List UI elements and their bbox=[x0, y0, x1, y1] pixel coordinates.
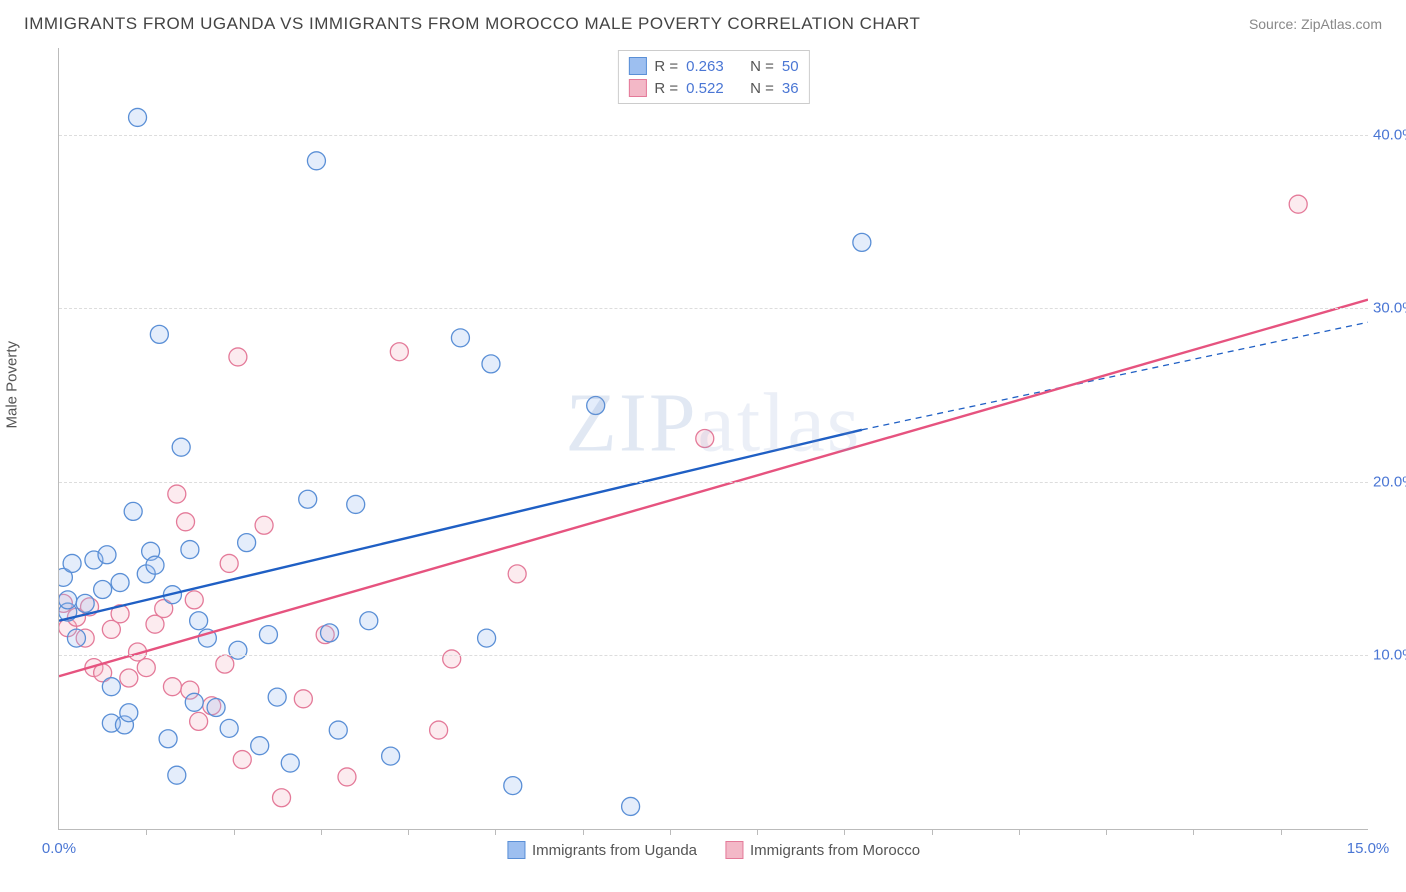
correlation-legend: R = 0.263 N = 50 R = 0.522 N = 36 bbox=[617, 50, 809, 104]
x-tick bbox=[670, 829, 671, 835]
x-tick bbox=[146, 829, 147, 835]
x-tick bbox=[1106, 829, 1107, 835]
x-tick bbox=[495, 829, 496, 835]
series-legend: Immigrants from Uganda Immigrants from M… bbox=[507, 841, 920, 859]
scatter-plot-svg bbox=[59, 48, 1368, 829]
x-tick bbox=[234, 829, 235, 835]
gridline bbox=[59, 308, 1368, 309]
swatch-uganda bbox=[628, 57, 646, 75]
y-axis-label: Male Poverty bbox=[4, 341, 21, 429]
chart-plot-area: ZIPatlas R = 0.263 N = 50 R = 0.522 N = … bbox=[58, 48, 1368, 830]
legend-item-uganda: Immigrants from Uganda bbox=[507, 841, 697, 859]
gridline bbox=[59, 482, 1368, 483]
r-value-uganda: 0.263 bbox=[686, 58, 736, 75]
swatch-morocco bbox=[628, 79, 646, 97]
r-label: R = bbox=[654, 80, 678, 97]
x-tick bbox=[1019, 829, 1020, 835]
n-label: N = bbox=[750, 80, 774, 97]
y-tick-label: 10.0% bbox=[1373, 647, 1406, 664]
chart-title: IMMIGRANTS FROM UGANDA VS IMMIGRANTS FRO… bbox=[24, 14, 920, 34]
y-tick-label: 20.0% bbox=[1373, 473, 1406, 490]
x-tick bbox=[583, 829, 584, 835]
legend-row-morocco: R = 0.522 N = 36 bbox=[628, 77, 798, 99]
x-tick bbox=[321, 829, 322, 835]
n-value-morocco: 36 bbox=[782, 80, 799, 97]
x-tick-label: 15.0% bbox=[1347, 840, 1390, 857]
chart-header: IMMIGRANTS FROM UGANDA VS IMMIGRANTS FRO… bbox=[0, 0, 1406, 42]
r-label: R = bbox=[654, 58, 678, 75]
n-label: N = bbox=[750, 58, 774, 75]
x-tick bbox=[1281, 829, 1282, 835]
gridline bbox=[59, 135, 1368, 136]
y-tick-label: 40.0% bbox=[1373, 126, 1406, 143]
chart-source: Source: ZipAtlas.com bbox=[1249, 16, 1382, 32]
r-value-morocco: 0.522 bbox=[686, 80, 736, 97]
x-tick-label: 0.0% bbox=[42, 840, 76, 857]
gridline bbox=[59, 655, 1368, 656]
y-tick-label: 30.0% bbox=[1373, 300, 1406, 317]
n-value-uganda: 50 bbox=[782, 58, 799, 75]
x-tick bbox=[844, 829, 845, 835]
swatch-uganda bbox=[507, 841, 525, 859]
legend-item-morocco: Immigrants from Morocco bbox=[725, 841, 920, 859]
legend-label-morocco: Immigrants from Morocco bbox=[750, 842, 920, 859]
x-tick bbox=[932, 829, 933, 835]
x-tick bbox=[1193, 829, 1194, 835]
swatch-morocco bbox=[725, 841, 743, 859]
x-tick bbox=[757, 829, 758, 835]
legend-label-uganda: Immigrants from Uganda bbox=[532, 842, 697, 859]
x-tick bbox=[408, 829, 409, 835]
legend-row-uganda: R = 0.263 N = 50 bbox=[628, 55, 798, 77]
